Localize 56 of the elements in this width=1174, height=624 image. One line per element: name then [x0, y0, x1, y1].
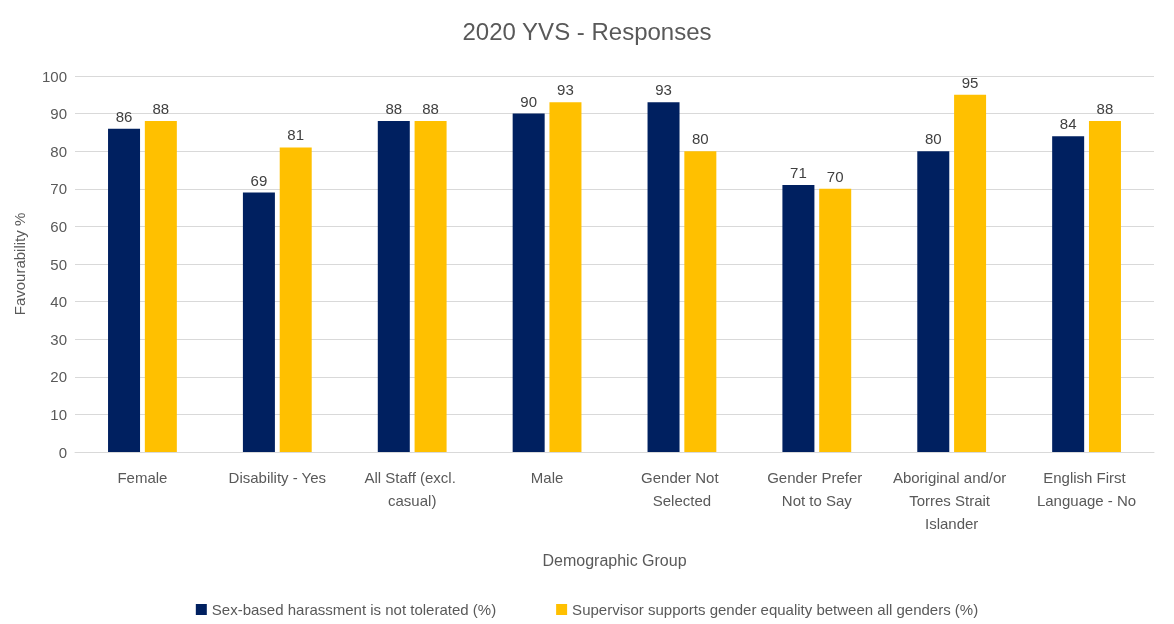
- data-label: 93: [557, 81, 574, 99]
- bar: [242, 192, 275, 452]
- y-tick-label: 20: [50, 368, 67, 386]
- bar: [782, 185, 815, 452]
- x-tick-label: All Staff (excl. casual): [364, 469, 460, 509]
- x-axis-title: Demographic Group: [542, 551, 687, 569]
- data-label: 88: [385, 100, 403, 118]
- data-label: 93: [655, 81, 672, 99]
- y-tick-label: 40: [50, 293, 67, 311]
- data-label: 69: [250, 171, 268, 189]
- data-label: 84: [1059, 115, 1077, 133]
- data-label: 90: [520, 92, 538, 110]
- data-label: 80: [691, 130, 709, 148]
- bar: [279, 147, 312, 452]
- y-tick-label: 50: [50, 255, 67, 273]
- y-axis-title: Favourability %: [11, 212, 28, 316]
- data-label: 70: [826, 167, 844, 185]
- y-tick-label: 80: [50, 142, 67, 160]
- bar: [954, 94, 987, 452]
- y-tick-label: 90: [50, 105, 67, 123]
- bar: [1052, 136, 1085, 452]
- legend-label: Sex-based harassment is not tolerated (%): [211, 601, 497, 618]
- data-label: 81: [287, 126, 305, 144]
- data-label: 86: [115, 107, 133, 125]
- bar: [819, 188, 852, 452]
- x-tick-label: Aboriginal and/or Torres Strait Islander: [892, 469, 1011, 532]
- data-label: 71: [790, 164, 807, 182]
- y-tick-label: 70: [50, 180, 67, 198]
- y-tick-label: 100: [41, 67, 67, 85]
- x-tick-label: Disability - Yes: [228, 469, 327, 486]
- data-label: 88: [152, 100, 170, 118]
- legend-label: Supervisor supports gender equality between all genders (%): [572, 601, 979, 618]
- bar: [144, 121, 177, 452]
- x-tick-label: Gender Not Selected: [641, 469, 723, 509]
- bar: [108, 128, 141, 452]
- bar: [377, 121, 410, 452]
- data-label: 88: [422, 100, 439, 118]
- y-tick-label: 30: [50, 330, 67, 348]
- bar: [917, 151, 950, 452]
- x-tick-label: Female: [117, 469, 168, 486]
- bar: [647, 102, 680, 452]
- data-label: 88: [1096, 100, 1114, 118]
- bar: [512, 113, 545, 452]
- bar: [684, 151, 717, 452]
- bar: [1088, 121, 1121, 452]
- y-tick-label: 0: [58, 443, 67, 461]
- x-tick-label: English First Language - No: [1036, 469, 1137, 509]
- bar: [414, 121, 447, 452]
- x-tick-label: Gender Prefer Not to Say: [767, 469, 867, 509]
- y-tick-label: 60: [50, 217, 67, 235]
- data-label: 80: [924, 130, 942, 148]
- bar: [549, 102, 582, 452]
- chart-title: 2020 YVS - Responses: [462, 17, 712, 45]
- x-tick-label: Male: [530, 469, 564, 486]
- y-tick-label: 10: [50, 405, 67, 423]
- data-label: 95: [961, 73, 979, 91]
